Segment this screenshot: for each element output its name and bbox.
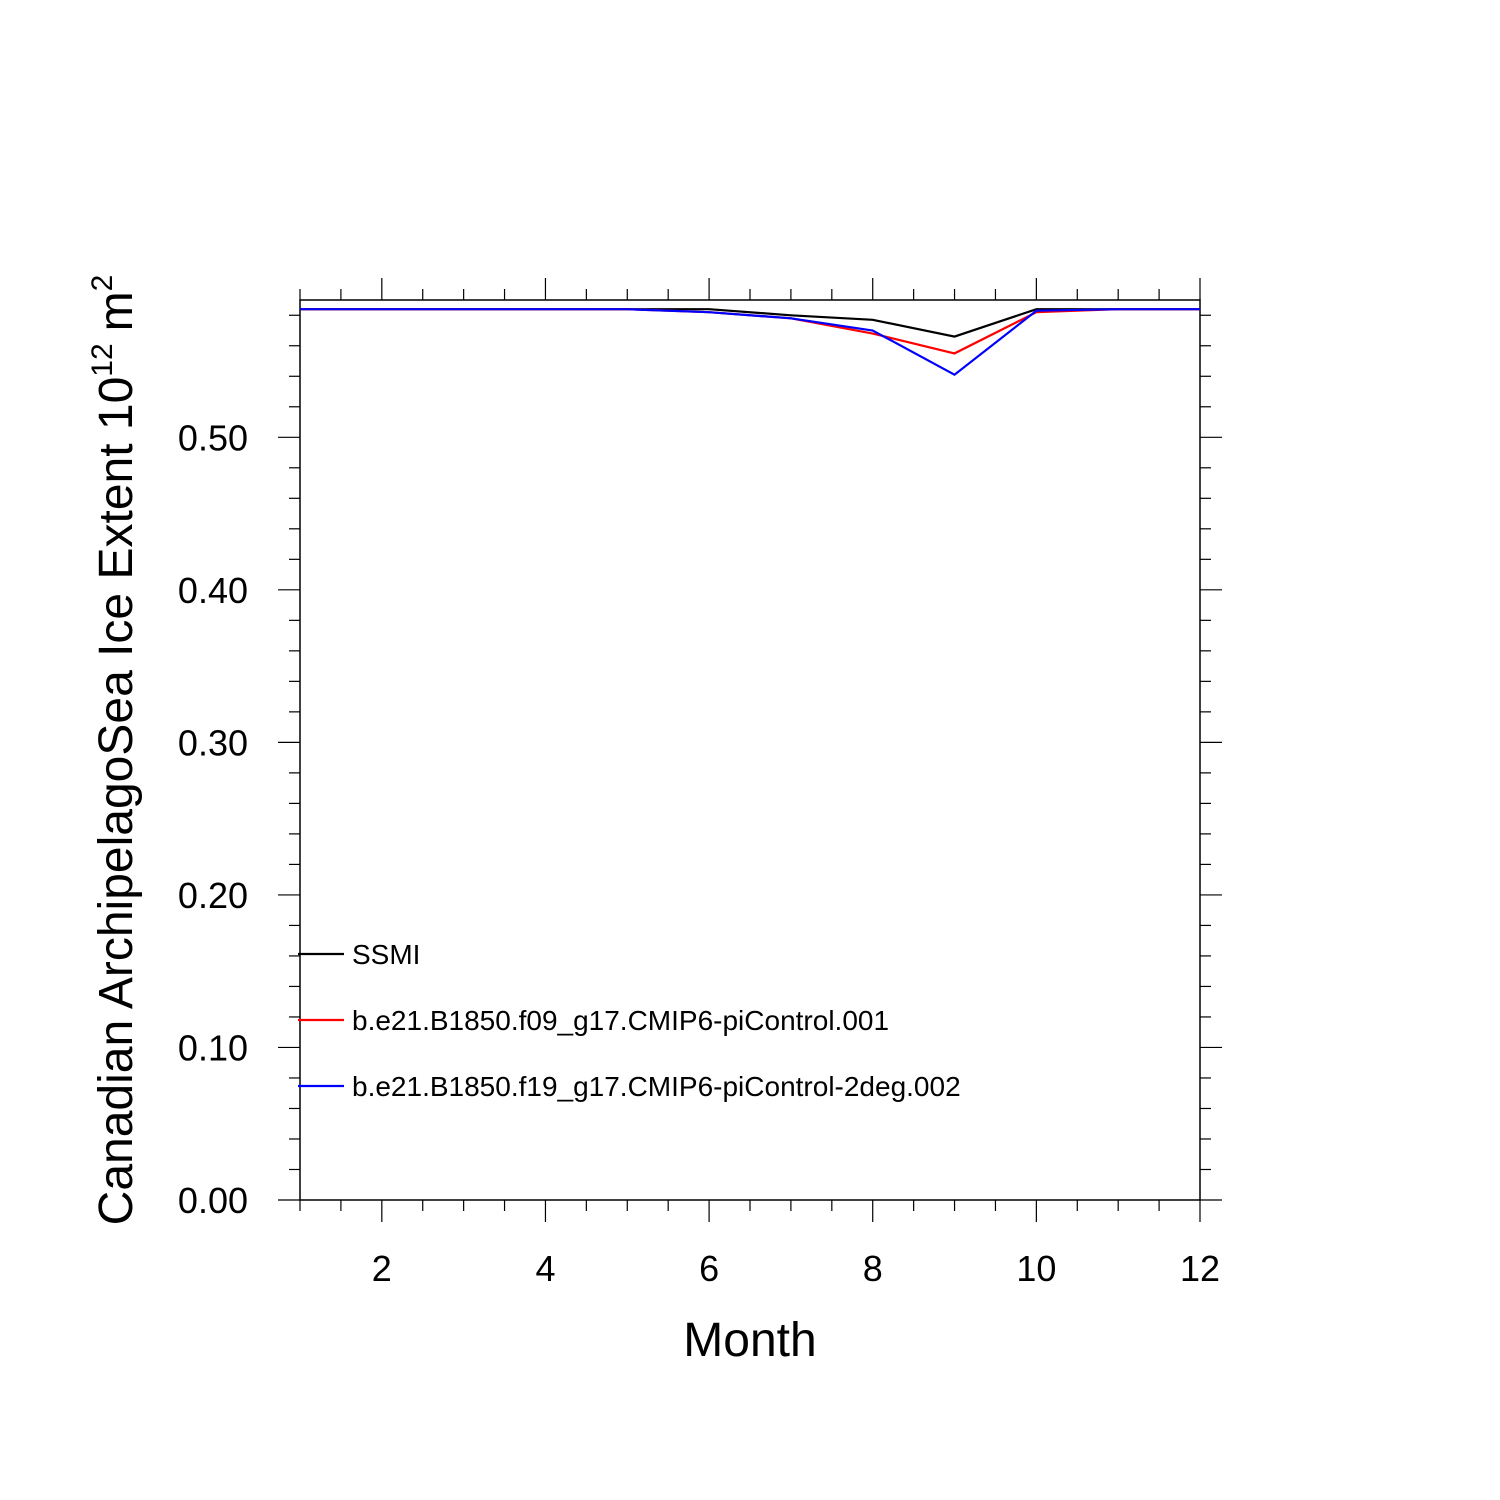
y-axis-title-main: Canadian ArchipelagoSea Ice Extent 10 (90, 377, 143, 1226)
x-tick-label: 2 (372, 1248, 392, 1289)
legend-label-2: b.e21.B1850.f09_g17.CMIP6-piControl.001 (352, 1005, 889, 1036)
y-tick-label: 0.40 (178, 570, 248, 611)
y-axis-title-unit: m (90, 291, 143, 331)
y-tick-label: 0.50 (178, 417, 248, 458)
series-lines (300, 308, 1200, 377)
legend: SSMI b.e21.B1850.f09_g17.CMIP6-piControl.… (298, 939, 961, 1102)
legend-label-1: SSMI (352, 939, 420, 970)
x-tick-label: 8 (863, 1248, 883, 1289)
y-axis-title-unit-exponent: 2 (86, 275, 119, 292)
tick-labels: 2 4 6 8 10 12 0.00 0.10 0.20 0.30 0.40 0.50 (178, 417, 1220, 1289)
legend-label-3: b.e21.B1850.f19_g17.CMIP6-piControl-2deg… (352, 1071, 961, 1102)
y-axis-title: Canadian ArchipelagoSea Ice Extent 1012 m… (86, 275, 143, 1226)
series-line-1 (300, 308, 1200, 338)
y-tick-label: 0.20 (178, 875, 248, 916)
plot-frame (299, 299, 1201, 1201)
x-tick-label: 4 (535, 1248, 555, 1289)
y-tick-label: 0.10 (178, 1027, 248, 1068)
x-axis-title: Month (683, 1314, 816, 1367)
x-tick-label: 10 (1016, 1248, 1056, 1289)
y-axis-title-exponent: 12 (86, 343, 119, 376)
x-tick-label: 6 (699, 1248, 719, 1289)
x-tick-label: 12 (1180, 1248, 1220, 1289)
axis-ticks (278, 278, 1222, 1222)
series-line-3 (300, 308, 1200, 377)
y-tick-label: 0.30 (178, 722, 248, 763)
y-tick-label: 0.00 (178, 1180, 248, 1221)
